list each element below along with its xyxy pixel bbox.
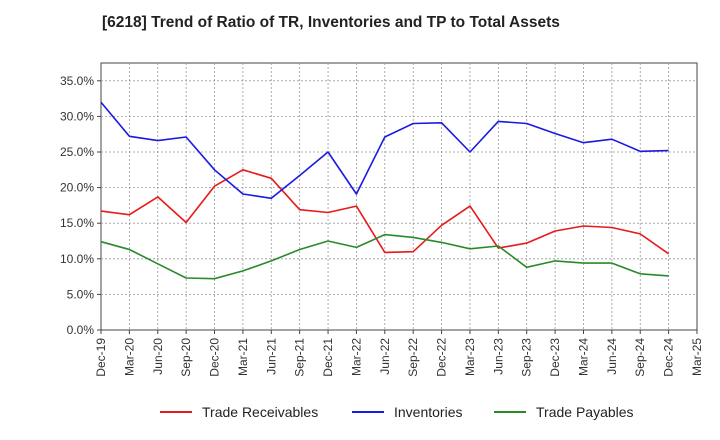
plot-area (100, 62, 698, 331)
y-tick-label: 15.0% (60, 216, 94, 230)
y-tick-label: 25.0% (60, 145, 94, 159)
legend-item-trade-receivables: Trade Receivables (160, 404, 318, 420)
x-tick-label: Dec-21 (321, 338, 335, 377)
x-tick-label: Sep-24 (633, 338, 647, 377)
x-tick-label: Dec-24 (662, 338, 676, 377)
legend-label: Trade Receivables (202, 404, 319, 420)
x-tick-label: Sep-22 (406, 338, 420, 377)
y-tick-label: 10.0% (60, 252, 94, 266)
y-axis: 0.0% 5.0% 10.0% 15.0% 20.0% 25.0% 30.0% 35.0% (60, 74, 101, 337)
x-tick-label: Sep-20 (179, 338, 193, 377)
y-tick-label: 0.0% (67, 323, 95, 337)
legend-label: Inventories (394, 404, 463, 420)
x-tick-label: Mar-24 (576, 338, 590, 376)
x-tick-label: Sep-21 (293, 338, 307, 377)
series-line-trade-receivables (100, 169, 670, 255)
x-tick-label: Dec-23 (548, 338, 562, 377)
x-tick-label: Jun-23 (491, 338, 505, 375)
x-tick-label: Dec-19 (94, 338, 108, 377)
y-tick-label: 5.0% (67, 287, 95, 301)
legend-swatch (494, 411, 526, 413)
legend: Trade Receivables Inventories Trade Payabl… (0, 404, 720, 424)
y-tick-label: 30.0% (60, 109, 94, 123)
x-tick-label: Mar-23 (463, 338, 477, 376)
x-axis: Dec-19 Mar-20 Jun-20 Sep-20 Dec-20 Mar-21 Jun-… (94, 330, 704, 377)
x-tick-label: Dec-20 (208, 338, 222, 377)
x-tick-label: Mar-20 (122, 338, 136, 376)
x-tick-label: Jun-21 (264, 338, 278, 375)
x-tick-label: Jun-24 (605, 338, 619, 375)
x-tick-label: Mar-22 (349, 338, 363, 376)
grid-layer (101, 63, 697, 330)
legend-item-inventories: Inventories (352, 404, 462, 420)
x-tick-label: Jun-20 (151, 338, 165, 375)
x-tick-label: Mar-25 (690, 338, 704, 376)
legend-label: Trade Payables (536, 404, 634, 420)
y-tick-label: 20.0% (60, 181, 94, 195)
series-layer (100, 101, 670, 280)
x-tick-label: Dec-22 (435, 338, 449, 377)
legend-item-trade-payables: Trade Payables (494, 404, 634, 420)
x-tick-label: Mar-21 (236, 338, 250, 376)
y-tick-label: 35.0% (60, 74, 94, 88)
x-tick-label: Sep-23 (520, 338, 534, 377)
series-line-inventories (100, 101, 669, 200)
legend-swatch (352, 411, 384, 413)
chart-title: [6218] Trend of Ratio of TR, Inventories… (102, 14, 560, 31)
series-line-trade-payables (100, 233, 669, 280)
legend-swatch (160, 411, 192, 413)
x-tick-label: Jun-22 (378, 338, 392, 375)
